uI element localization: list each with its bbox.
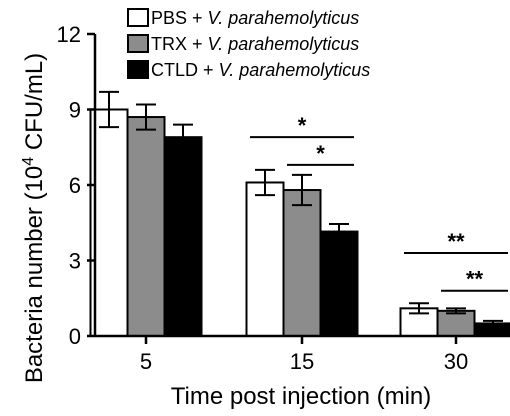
legend-label-ctld-italic: V. parahemolyticus <box>219 60 371 80</box>
y-tick-label-2: 6 <box>69 173 81 198</box>
y-tick-label-0: 0 <box>69 324 81 349</box>
legend-swatch-trx <box>127 34 149 53</box>
legend: PBS + V. parahemolyticus TRX + V. parahe… <box>127 8 370 80</box>
error-bar-series1-cat2 <box>446 307 466 315</box>
error-bars-layer <box>99 90 503 324</box>
bar-series2-cat1 <box>319 230 359 337</box>
legend-item-pbs: PBS + V. parahemolyticus <box>127 8 359 28</box>
y-axis-title-suffix: CFU/mL) <box>21 53 48 157</box>
legend-swatch-ctld <box>127 60 149 79</box>
error-bar-series2-cat1 <box>329 223 349 232</box>
legend-label-pbs-prefix: PBS + <box>151 8 208 28</box>
y-axis-title-main: Bacteria number (10 <box>21 166 48 383</box>
bar-series2-cat0 <box>163 136 203 337</box>
significance-layer: ****** <box>250 113 508 292</box>
legend-label-trx: TRX + V. parahemolyticus <box>151 34 359 54</box>
error-bar-series0-cat0 <box>99 90 119 129</box>
legend-label-ctld-prefix: CTLD + <box>151 60 219 80</box>
bar-series1-cat0 <box>126 116 166 337</box>
legend-label-ctld: CTLD + V. parahemolyticus <box>151 60 370 80</box>
error-bar-series2-cat2 <box>483 319 503 324</box>
legend-label-trx-prefix: TRX + <box>151 34 208 54</box>
y-tick-label-4: 12 <box>57 22 81 47</box>
legend-swatch-pbs <box>127 8 149 27</box>
significance-label-3: ** <box>466 267 484 292</box>
x-axis-title: Time post injection (min) <box>171 383 432 410</box>
error-bar-series0-cat2 <box>409 302 429 315</box>
bar-series1-cat1 <box>282 189 322 337</box>
bar-series0-cat1 <box>245 181 285 337</box>
y-tick-label-3: 9 <box>69 98 81 123</box>
y-axis-title-superscript: 4 <box>20 157 37 166</box>
legend-item-trx: TRX + V. parahemolyticus <box>127 34 359 54</box>
legend-label-pbs: PBS + V. parahemolyticus <box>151 8 359 28</box>
error-bar-series1-cat1 <box>292 173 312 207</box>
error-bar-series0-cat1 <box>255 168 275 197</box>
error-bar-series1-cat0 <box>136 103 156 131</box>
significance-label-1: * <box>316 141 325 166</box>
bar-series1-cat2 <box>436 309 476 338</box>
axes-layer: 0 3 6 9 12 5 15 30 <box>57 22 510 374</box>
bars-layer <box>89 108 510 338</box>
bar-series0-cat0 <box>89 108 129 337</box>
x-tick-label-2: 30 <box>444 349 468 374</box>
y-tick-label-1: 3 <box>69 249 81 274</box>
x-tick-label-0: 5 <box>140 349 152 374</box>
legend-item-ctld: CTLD + V. parahemolyticus <box>127 60 370 80</box>
significance-label-0: * <box>298 113 307 138</box>
legend-label-trx-italic: V. parahemolyticus <box>208 34 360 54</box>
error-bar-series2-cat0 <box>173 123 193 138</box>
bar-series2-cat2 <box>473 322 510 337</box>
legend-label-pbs-italic: V. parahemolyticus <box>208 8 360 28</box>
y-axis-title: Bacteria number (104 CFU/mL) <box>20 53 48 383</box>
x-tick-label-1: 15 <box>290 349 314 374</box>
significance-label-2: ** <box>447 229 465 254</box>
